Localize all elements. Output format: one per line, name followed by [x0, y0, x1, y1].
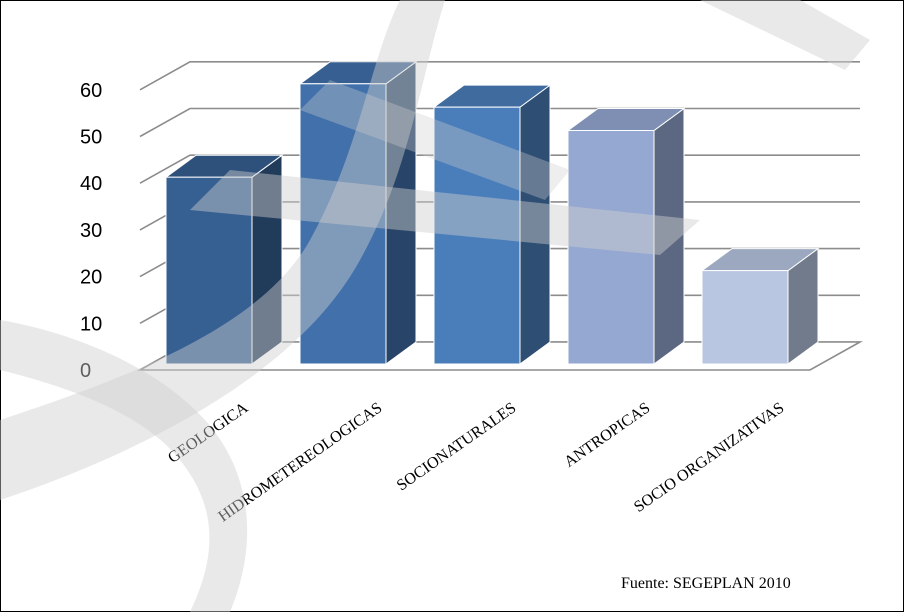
y-tick-label: 0	[80, 360, 91, 382]
y-tick-label: 60	[80, 80, 102, 102]
gridline	[139, 60, 860, 91]
bar-front	[567, 130, 655, 365]
y-tick-label: 10	[80, 313, 102, 335]
watermark	[0, 0, 870, 612]
y-tick-label: 40	[80, 173, 102, 195]
bar-front	[299, 83, 387, 365]
bar-front	[701, 270, 789, 365]
y-axis-ticks: 0 10 20 30 40 50 60	[80, 80, 102, 382]
bar	[298, 60, 418, 365]
bar	[566, 107, 686, 365]
bar-front	[165, 176, 253, 365]
bar	[432, 84, 552, 365]
source-note: Fuente: SEGEPLAN 2010	[621, 575, 791, 592]
bars	[164, 60, 820, 365]
bar	[700, 247, 820, 365]
y-tick-label: 30	[80, 220, 102, 242]
bar	[164, 154, 284, 365]
y-tick-label: 50	[80, 127, 102, 149]
bar-front	[433, 106, 521, 365]
y-tick-label: 20	[80, 267, 102, 289]
